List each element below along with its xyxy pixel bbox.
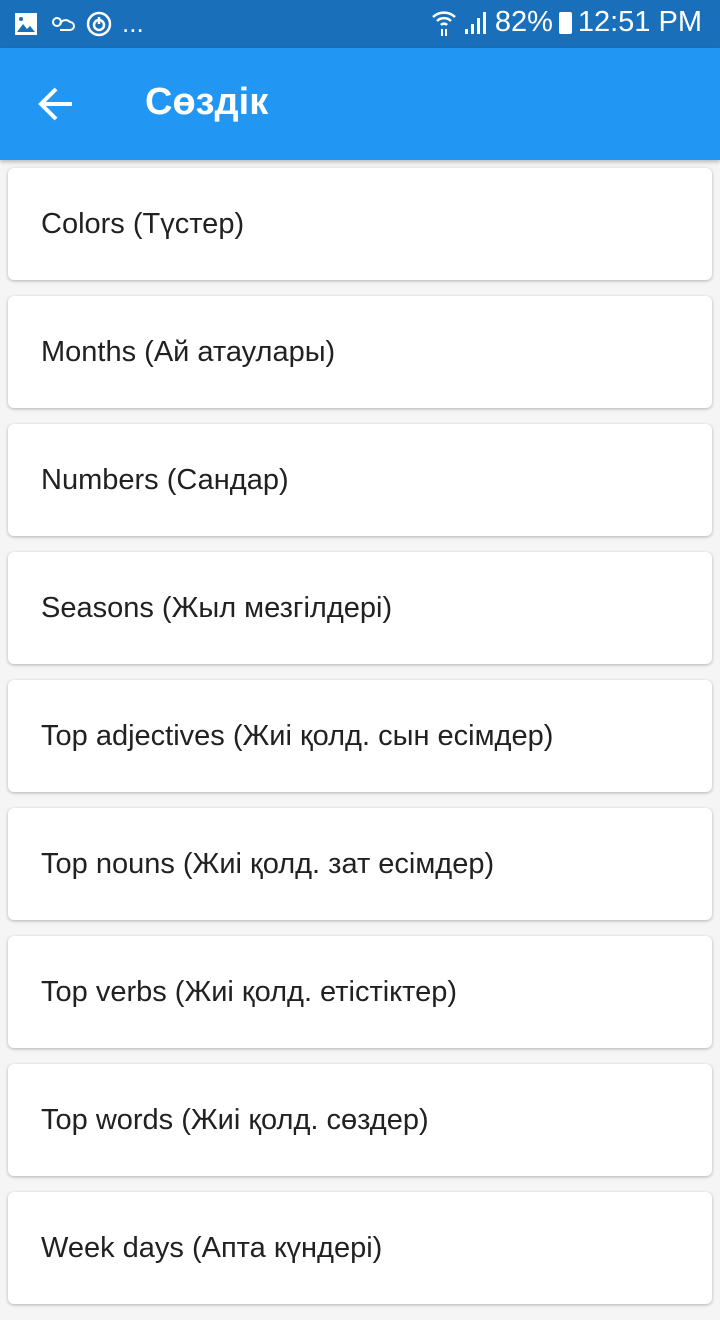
- category-seasons[interactable]: Seasons (Жыл мезгілдері): [8, 552, 712, 664]
- list-item-label: Top verbs (Жиі қолд. етістіктер): [41, 975, 458, 1008]
- battery-icon: [558, 11, 572, 34]
- category-week-days[interactable]: Week days (Апта күндері): [8, 1192, 712, 1304]
- status-bar: ... 82% 12:51 PM: [0, 0, 720, 48]
- signal-icon: [464, 11, 486, 34]
- category-top-nouns[interactable]: Top nouns (Жиі қолд. зат есімдер): [8, 808, 712, 920]
- category-top-adjectives[interactable]: Top adjectives (Жиі қолд. сын есімдер): [8, 680, 712, 792]
- clock: 12:51 PM: [577, 6, 702, 38]
- app-bar: Сөздік: [0, 48, 720, 160]
- list-item-label: Top adjectives (Жиі қолд. сын есімдер): [41, 719, 554, 752]
- notification-overflow: ...: [122, 8, 144, 38]
- weather-icon: [52, 16, 75, 31]
- image-icon: [15, 12, 37, 35]
- category-top-verbs[interactable]: Top verbs (Жиі қолд. етістіктер): [8, 936, 712, 1048]
- category-colors[interactable]: Colors (Түстер): [8, 168, 712, 280]
- list-item-label: Months (Ай атаулары): [41, 335, 336, 368]
- list-item-label: Colors (Түстер): [41, 207, 245, 240]
- category-numbers[interactable]: Numbers (Сандар): [8, 424, 712, 536]
- sync-icon: [86, 11, 112, 36]
- wifi-icon: [431, 10, 456, 36]
- list-item-label: Week days (Апта күндері): [41, 1231, 383, 1264]
- list-item-label: Seasons (Жыл мезгілдері): [41, 591, 393, 624]
- category-top-words[interactable]: Top words (Жиі қолд. сөздер): [8, 1064, 712, 1176]
- list-item-label: Numbers (Сандар): [41, 463, 289, 496]
- page-title: Сөздік: [145, 81, 269, 123]
- list-item-label: Top nouns (Жиі қолд. зат есімдер): [41, 847, 495, 880]
- battery-percent: 82%: [494, 6, 553, 38]
- list-item-label: Top words (Жиі қолд. сөздер): [41, 1103, 429, 1136]
- arrow-left-icon[interactable]: [36, 84, 76, 124]
- category-months[interactable]: Months (Ай атаулары): [8, 296, 712, 408]
- category-list: Colors (Түстер) Months (Ай атаулары) Num…: [8, 168, 712, 1320]
